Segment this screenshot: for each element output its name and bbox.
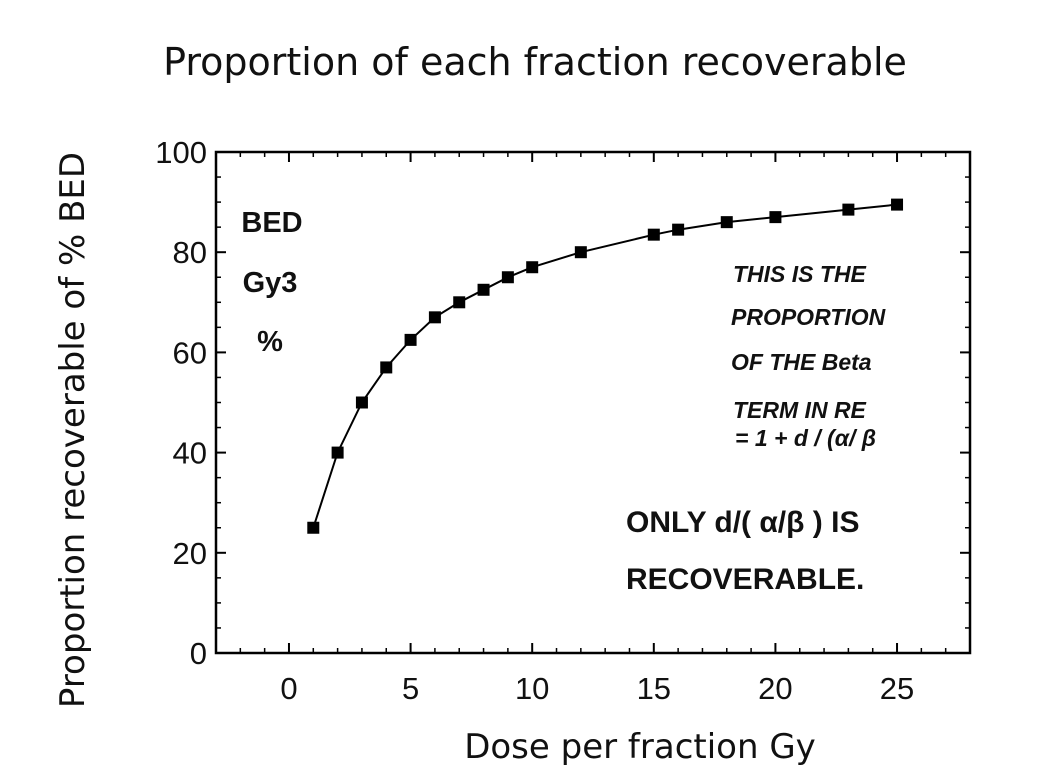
x-tick-label: 5 [402, 671, 419, 706]
x-tick-label: 10 [515, 671, 549, 706]
data-point [891, 198, 904, 211]
data-point [307, 521, 320, 534]
data-point [647, 228, 660, 241]
tick-labels: 0 20 40 60 80 100 0 5 10 15 20 25 [155, 135, 914, 706]
data-point [477, 283, 490, 296]
y-axis-label: Proportion recoverable of % BED [53, 152, 93, 708]
left-annotation: BED Gy3 % [241, 207, 302, 358]
note-line-2: PROPORTION [731, 304, 886, 330]
data-point [355, 396, 368, 409]
bold-note: ONLY d/( α/β ) IS RECOVERABLE. [626, 506, 864, 596]
x-tick-label: 15 [637, 671, 671, 706]
annotation-percent: % [257, 326, 283, 358]
x-tick-label: 0 [280, 671, 297, 706]
data-point [453, 296, 466, 309]
data-point [574, 246, 587, 259]
x-tick-label: 25 [880, 671, 914, 706]
data-point [526, 261, 539, 274]
annotation-bed: BED [241, 207, 302, 239]
data-point [404, 333, 417, 346]
data-point [501, 271, 514, 284]
y-tick-label: 80 [173, 235, 207, 270]
y-tick-label: 20 [173, 536, 207, 571]
data-point [672, 223, 685, 236]
y-tick-label: 0 [190, 636, 207, 671]
data-point [331, 446, 344, 459]
data-point [380, 361, 393, 374]
x-axis-label: Dose per fraction Gy [464, 727, 816, 767]
chart-title: Proportion of each fraction recoverable [163, 40, 907, 84]
bold-note-line-1: ONLY d/( α/β ) IS [626, 506, 859, 539]
axis-ticks [215, 151, 971, 654]
note-line-5: = 1 + d / (α/ β [735, 425, 876, 451]
data-point [428, 311, 441, 324]
y-tick-label: 40 [173, 436, 207, 471]
bold-note-line-2: RECOVERABLE. [626, 563, 864, 596]
data-point [842, 203, 855, 216]
data-point [769, 211, 782, 224]
note-line-1: THIS IS THE [733, 261, 867, 287]
data-point [720, 216, 733, 229]
note-line-4: TERM IN RE [733, 397, 867, 423]
y-tick-label: 60 [173, 335, 207, 370]
annotation-gy3: Gy3 [243, 267, 298, 299]
note-line-3: OF THE Beta [731, 349, 872, 375]
x-tick-label: 20 [758, 671, 792, 706]
series-group [307, 198, 904, 534]
y-tick-label: 100 [155, 135, 207, 170]
italic-note: THIS IS THE PROPORTION OF THE Beta TERM … [731, 261, 886, 451]
